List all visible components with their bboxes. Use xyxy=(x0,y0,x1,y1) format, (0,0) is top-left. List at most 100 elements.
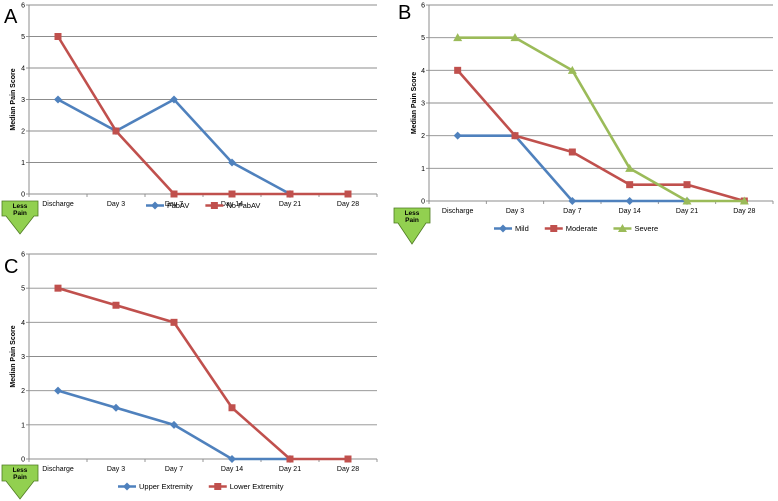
x-tick-label: Day 7 xyxy=(563,208,581,215)
x-tick-label: Day 14 xyxy=(221,201,243,208)
series-line xyxy=(457,36,745,203)
x-tick-label: Day 7 xyxy=(165,201,183,208)
data-point xyxy=(170,190,178,198)
data-point xyxy=(54,33,62,40)
legend-marker xyxy=(151,201,159,210)
y-tick-label: 3 xyxy=(21,354,25,361)
y-tick-label: 1 xyxy=(21,422,25,429)
data-point xyxy=(739,196,749,205)
x-tick-label: Day 28 xyxy=(337,201,359,208)
x-tick-label: Day 14 xyxy=(221,466,243,473)
series-lower-extremity xyxy=(54,284,352,463)
y-tick-label: 5 xyxy=(21,34,25,41)
data-point xyxy=(625,163,635,172)
legend-label: FabAV xyxy=(167,201,189,210)
arrow-label-line2: Pain xyxy=(405,217,419,224)
data-point xyxy=(170,95,178,104)
data-point xyxy=(228,455,236,463)
arrow-shape xyxy=(1,464,39,500)
panel-label: C xyxy=(4,256,18,278)
y-tick-label: 1 xyxy=(421,166,425,173)
data-point xyxy=(568,197,577,205)
legend-marker xyxy=(214,483,222,490)
legend: Mild Moderate Severe xyxy=(494,224,658,233)
legend-label: Mild xyxy=(515,224,529,233)
data-point xyxy=(54,386,62,395)
series-line xyxy=(456,69,745,203)
y-tick-label: 2 xyxy=(21,129,25,136)
series-no-fabav xyxy=(54,33,352,198)
data-point xyxy=(112,403,120,412)
y-tick-label: 0 xyxy=(21,457,25,464)
x-tick-label: Day 28 xyxy=(337,466,359,473)
legend-label: Severe xyxy=(634,224,658,233)
y-axis-title: Median Pain Score xyxy=(411,72,418,134)
panel-a: A 0 1 2 3 4 5 6 Discharge Day 3 Day 7 Day 14 Day 21 D… xyxy=(1,3,378,235)
data-point xyxy=(228,158,236,167)
panel-label: B xyxy=(398,2,411,24)
data-point xyxy=(682,196,692,205)
data-point xyxy=(453,33,463,42)
arrow-label-line2: Pain xyxy=(13,474,27,481)
legend: FabAV No FabAV xyxy=(146,201,260,210)
legend-marker xyxy=(550,225,558,232)
data-point xyxy=(286,190,294,198)
y-tick-label: 4 xyxy=(421,68,425,75)
data-point xyxy=(228,404,236,412)
x-tick-label: Day 21 xyxy=(676,208,698,215)
arrow-label-line1: Less xyxy=(13,203,28,210)
data-point xyxy=(112,127,120,135)
legend-label: Lower Extremity xyxy=(230,482,284,491)
x-tick-label: Day 3 xyxy=(506,208,524,215)
data-point xyxy=(112,301,120,309)
series-line xyxy=(57,98,291,196)
legend-label: Upper Extremity xyxy=(139,482,193,491)
data-point xyxy=(170,420,178,429)
data-point xyxy=(344,190,352,198)
data-point xyxy=(344,455,352,463)
panel-b: B 0 1 2 3 4 5 6 Discharge Day 3 Day 7 Day 14 Day 21 D… xyxy=(393,2,774,245)
arrow-shape xyxy=(1,200,39,235)
data-point xyxy=(626,181,634,189)
x-tick-label: Discharge xyxy=(42,201,74,208)
y-tick-label: 6 xyxy=(421,3,425,10)
panel-label: A xyxy=(4,6,18,28)
panel-c: C 0 1 2 3 4 5 6 Discharge Day 3 Day 7 Day 14 Day 21 D… xyxy=(1,252,378,500)
legend-marker xyxy=(123,482,131,491)
y-tick-label: 5 xyxy=(421,35,425,42)
y-tick-label: 6 xyxy=(21,3,25,10)
y-tick-label: 5 xyxy=(21,286,25,293)
y-tick-label: 4 xyxy=(21,320,25,327)
x-tick-label: Day 3 xyxy=(107,466,125,473)
legend: Upper Extremity Lower Extremity xyxy=(118,482,284,491)
series-line xyxy=(57,286,348,461)
legend-marker xyxy=(499,224,507,233)
y-tick-label: 0 xyxy=(421,199,425,206)
y-tick-label: 6 xyxy=(21,252,25,259)
y-tick-label: 3 xyxy=(21,97,25,104)
arrow-label-line1: Less xyxy=(13,467,28,474)
legend-label: No FabAV xyxy=(226,201,260,210)
y-axis-title: Median Pain Score xyxy=(10,325,17,387)
data-point xyxy=(510,33,520,42)
data-point xyxy=(625,197,634,205)
x-tick-label: Day 21 xyxy=(279,466,301,473)
y-tick-label: 2 xyxy=(21,388,25,395)
x-tick-label: Day 7 xyxy=(165,466,183,473)
x-tick-label: Day 3 xyxy=(107,201,125,208)
x-tick-label: Day 28 xyxy=(733,208,755,215)
series-fabav xyxy=(54,95,294,198)
data-point xyxy=(54,284,62,292)
series-line xyxy=(56,35,348,196)
legend-marker xyxy=(617,224,627,232)
y-tick-label: 4 xyxy=(21,66,25,73)
x-tick-label: Day 21 xyxy=(279,201,301,208)
legend-label: Moderate xyxy=(566,224,598,233)
y-axis-title: Median Pain Score xyxy=(10,68,17,130)
data-point xyxy=(228,190,236,198)
data-point xyxy=(568,148,576,156)
